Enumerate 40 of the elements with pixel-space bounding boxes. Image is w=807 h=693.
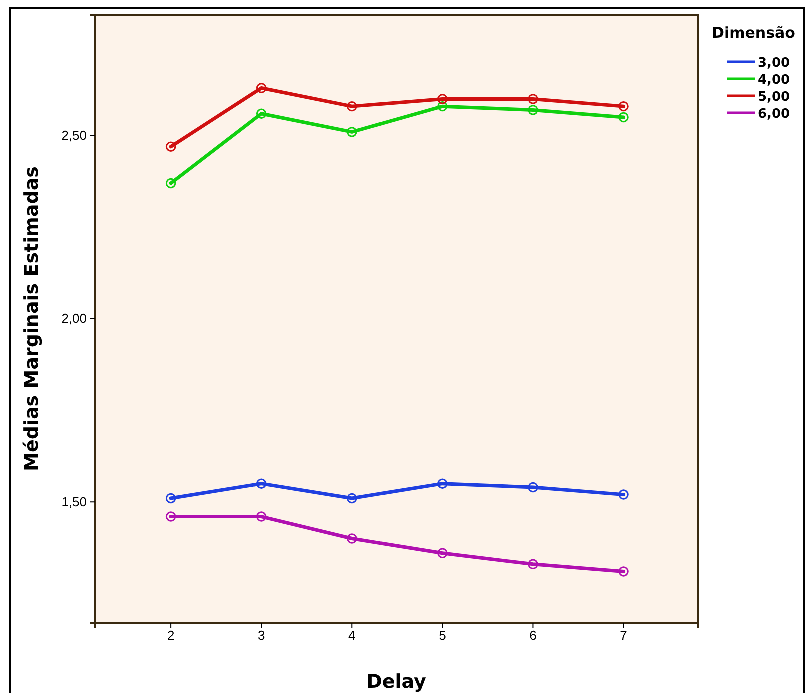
x-tick-label: 4 xyxy=(348,628,356,644)
point xyxy=(166,142,176,152)
y-tick-label: 1,50 xyxy=(62,494,87,510)
point xyxy=(528,105,538,116)
point xyxy=(438,478,448,489)
legend-label: 6,00 xyxy=(758,107,790,122)
point xyxy=(256,108,267,120)
x-axis-title: Delay xyxy=(366,671,428,693)
point xyxy=(347,101,358,112)
point xyxy=(166,493,176,504)
y-tick-label: 2,00 xyxy=(62,311,87,326)
point xyxy=(618,112,629,123)
x-tick-label: 3 xyxy=(258,628,266,644)
x-tick-label: 5 xyxy=(439,628,446,644)
point xyxy=(347,127,358,138)
legend-label: 4,00 xyxy=(758,73,790,88)
legend-label: 5,00 xyxy=(758,90,790,105)
point xyxy=(618,490,629,500)
y-axis-title: Médias Marginais Estimadas xyxy=(21,166,43,472)
point xyxy=(347,493,358,504)
point xyxy=(528,559,538,570)
point xyxy=(256,83,267,94)
point xyxy=(618,566,629,577)
legend-title: Dimensão xyxy=(712,24,796,42)
point xyxy=(438,101,448,112)
x-tick-label: 2 xyxy=(167,628,175,644)
y-tick-label: 2,50 xyxy=(62,128,87,144)
x-tick-label: 7 xyxy=(620,628,628,644)
point xyxy=(347,534,358,544)
point xyxy=(166,512,176,522)
point xyxy=(166,178,176,189)
point xyxy=(528,482,538,493)
point xyxy=(438,94,448,104)
point xyxy=(438,548,448,559)
legend-label: 3,00 xyxy=(758,56,790,71)
point xyxy=(256,478,267,489)
x-tick-label: 6 xyxy=(530,628,537,644)
point xyxy=(256,512,267,522)
point xyxy=(618,101,629,112)
point xyxy=(528,94,538,104)
